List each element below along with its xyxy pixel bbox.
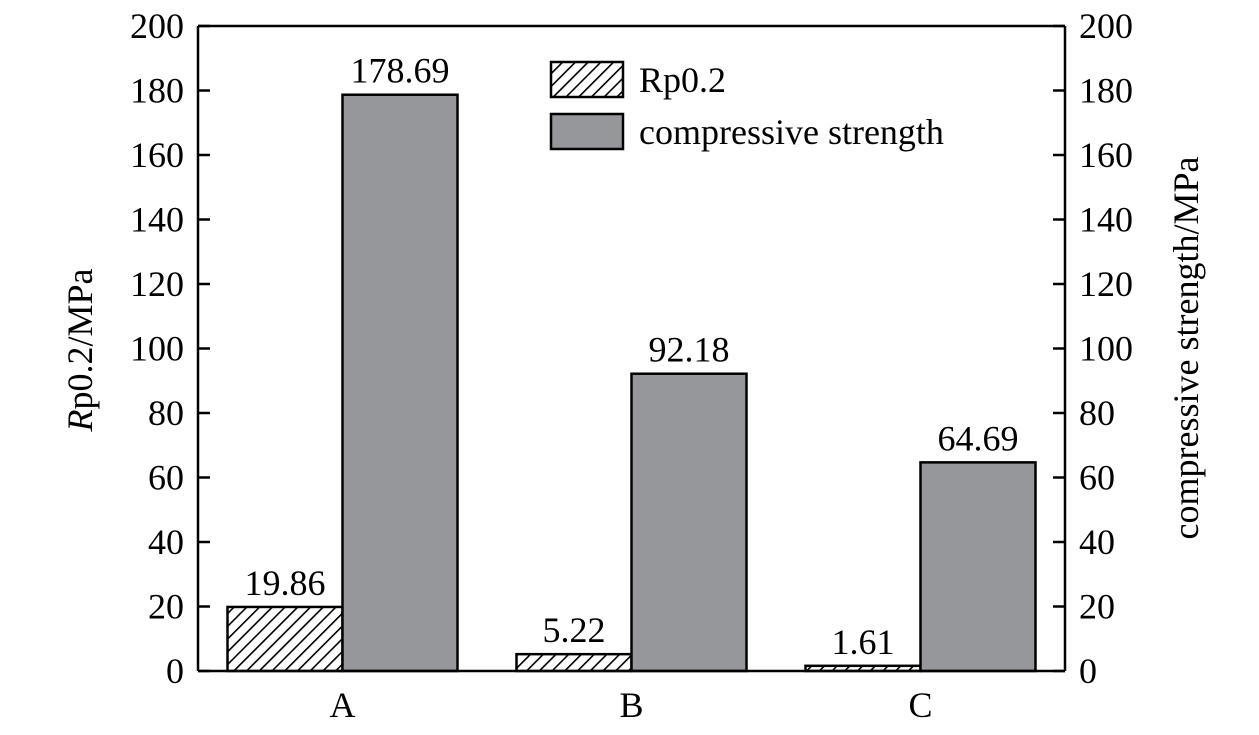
- y-axis-right-title: compressive strength/MPa: [1166, 157, 1206, 540]
- y-right-tick-label-80: 80: [1079, 393, 1115, 433]
- data-label-rp02-a: 19.86: [245, 563, 326, 603]
- data-label-compressive-strength-b: 92.18: [649, 330, 730, 370]
- y-right-tick-label-180: 180: [1079, 71, 1133, 111]
- y-right-tick-label-60: 60: [1079, 458, 1115, 498]
- bar-compressive-strength-a: [341, 93, 459, 673]
- data-label-rp02-b: 5.22: [543, 610, 606, 650]
- y-left-tick-label-120: 120: [130, 264, 184, 304]
- y-axis-left-title: Rp0.2/MPa: [60, 268, 100, 432]
- y-left-tick-label-140: 140: [130, 200, 184, 240]
- y-left-tick-label-180: 180: [130, 71, 184, 111]
- bar-compressive-strength-b: [630, 372, 748, 673]
- data-label-rp02-c: 1.61: [832, 622, 895, 662]
- data-label-compressive-strength-a: 178.69: [351, 51, 450, 91]
- y-right-tick-label-0: 0: [1079, 651, 1097, 691]
- y-left-tick-label-20: 20: [148, 587, 184, 627]
- y-left-tick-label-100: 100: [130, 329, 184, 369]
- y-left-tick-label-60: 60: [148, 458, 184, 498]
- x-tick-label-a: A: [330, 685, 356, 725]
- legend-swatch-compressive-strength: [549, 112, 625, 151]
- y-axis-left-title-rest: p0.2/MPa: [60, 268, 100, 409]
- y-axis-left-title-italic: R: [60, 410, 100, 433]
- y-right-tick-label-40: 40: [1079, 522, 1115, 562]
- bar-compressive-strength-c: [919, 461, 1037, 673]
- y-right-tick-label-120: 120: [1079, 264, 1133, 304]
- y-left-tick-label-200: 200: [130, 6, 184, 46]
- x-tick-label-c: C: [908, 685, 932, 725]
- y-right-tick-label-20: 20: [1079, 587, 1115, 627]
- plot-area: 19.86 178.69 A 5.22 92.18 B 1.61 64.69 C 0 20 40 60 8…: [130, 6, 1133, 725]
- y-left-tick-label-0: 0: [166, 651, 184, 691]
- bar-rp02-a: [226, 605, 344, 673]
- y-left-tick-label-40: 40: [148, 522, 184, 562]
- y-left-tick-label-160: 160: [130, 135, 184, 175]
- y-right-tick-label-100: 100: [1079, 329, 1133, 369]
- legend-swatch-rp02: [549, 60, 625, 99]
- legend-label-rp02: Rp0.2: [639, 60, 726, 100]
- legend-label-compressive-strength: compressive strength: [639, 112, 944, 152]
- y-left-tick-label-80: 80: [148, 393, 184, 433]
- y-right-tick-label-140: 140: [1079, 200, 1133, 240]
- y-right-tick-label-160: 160: [1079, 135, 1133, 175]
- data-label-compressive-strength-c: 64.69: [938, 418, 1019, 458]
- bar-rp02-b: [515, 652, 633, 673]
- x-tick-label-b: B: [619, 685, 643, 725]
- y-right-tick-label-200: 200: [1079, 6, 1133, 46]
